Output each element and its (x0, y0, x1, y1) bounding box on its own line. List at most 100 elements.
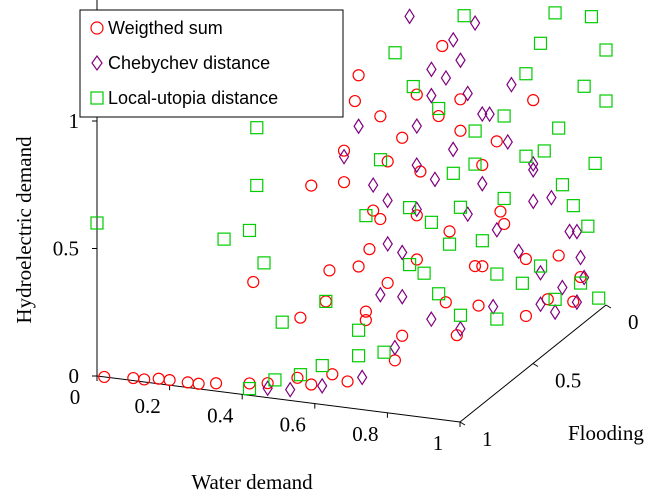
data-point (490, 312, 504, 326)
data-point (261, 377, 274, 390)
data-point (359, 305, 372, 318)
y-tick-label: 0 (628, 310, 639, 334)
data-point (396, 244, 408, 261)
data-point (528, 193, 539, 210)
data-point (581, 219, 595, 233)
data-point (453, 308, 468, 322)
data-point (152, 372, 165, 385)
data-point (462, 85, 473, 102)
data-point (546, 189, 557, 206)
data-point (374, 212, 387, 226)
data-point (454, 124, 467, 137)
data-point (352, 69, 365, 82)
data-point (548, 6, 562, 20)
diamond-marker-icon (91, 54, 103, 72)
circle-marker-icon (90, 21, 104, 35)
data-point (417, 266, 431, 280)
data-point (584, 10, 599, 24)
data-point (497, 191, 511, 206)
data-point (397, 288, 408, 305)
data-point (374, 110, 387, 123)
data-point (566, 199, 580, 213)
data-point (439, 296, 452, 309)
data-point (373, 153, 388, 167)
data-point (338, 148, 350, 165)
data-point (577, 79, 591, 93)
x-tick-label: 0.8 (352, 422, 378, 446)
data-point (138, 373, 151, 386)
data-point (294, 311, 307, 324)
data-point (250, 178, 264, 193)
data-point (513, 243, 524, 260)
data-point (242, 223, 257, 238)
data-point (163, 374, 176, 387)
data-point (426, 61, 437, 78)
data-point (432, 287, 446, 301)
z-tick-label: 0.5 (53, 237, 79, 261)
data-point (181, 376, 194, 389)
data-point (519, 67, 533, 81)
legend-label: Weigthed sum (108, 18, 223, 38)
data-point (599, 94, 613, 108)
legend: Weigthed sum Chebychev distance Local-ut… (79, 9, 344, 118)
data-points (90, 6, 613, 398)
x-tick-label: 0 (70, 385, 81, 409)
data-point (337, 144, 351, 157)
data-point (341, 375, 354, 388)
data-point (293, 368, 308, 382)
data-point (497, 109, 511, 123)
legend-entry-local-utopia: Local-utopia distance (90, 88, 278, 108)
data-point (552, 121, 566, 135)
data-point (555, 178, 570, 192)
data-point (454, 93, 467, 106)
data-point (316, 377, 328, 394)
data-point (484, 106, 495, 123)
data-point (528, 161, 539, 178)
data-point (411, 201, 422, 218)
y-tick-mark (532, 363, 539, 367)
data-point (319, 294, 333, 308)
data-point (490, 267, 504, 281)
data-point (367, 176, 379, 194)
data-point (455, 52, 466, 69)
y-axis-title: Flooding (568, 421, 644, 445)
data-point (352, 260, 365, 273)
data-point (490, 135, 503, 148)
data-point (564, 223, 575, 240)
data-point (533, 259, 548, 273)
data-point (535, 264, 546, 281)
data-point (491, 221, 503, 238)
data-point (448, 31, 459, 48)
y-tick-mark (459, 421, 466, 426)
data-point (515, 276, 529, 290)
data-point (367, 204, 380, 217)
z-axis-title: Hydroelectric demand (12, 136, 36, 324)
data-point (506, 76, 517, 93)
data-point (243, 377, 256, 390)
data-point (411, 117, 423, 135)
data-point (476, 260, 489, 273)
data-point (527, 155, 539, 173)
data-point (567, 295, 580, 308)
tick-labels: 0 0.2 0.4 0.6 0.8 1 0 0.5 1 0 0.5 1 (53, 109, 639, 455)
data-point (468, 124, 482, 138)
data-point (217, 232, 231, 246)
data-point (396, 131, 409, 144)
data-point (549, 303, 561, 321)
x-axis-title: Water demand (191, 470, 313, 494)
data-point (275, 315, 289, 329)
x-tick-label: 1 (433, 431, 444, 455)
data-point (432, 101, 446, 116)
data-point (247, 275, 260, 289)
data-point (359, 209, 373, 223)
y-tick-mark (605, 304, 612, 309)
data-point (571, 294, 583, 311)
data-point (476, 158, 489, 172)
data-point (599, 43, 613, 57)
data-point (192, 377, 205, 390)
data-point (446, 166, 460, 180)
data-point (402, 201, 417, 215)
data-point (426, 87, 437, 104)
data-point (381, 155, 394, 168)
data-point (242, 381, 257, 396)
